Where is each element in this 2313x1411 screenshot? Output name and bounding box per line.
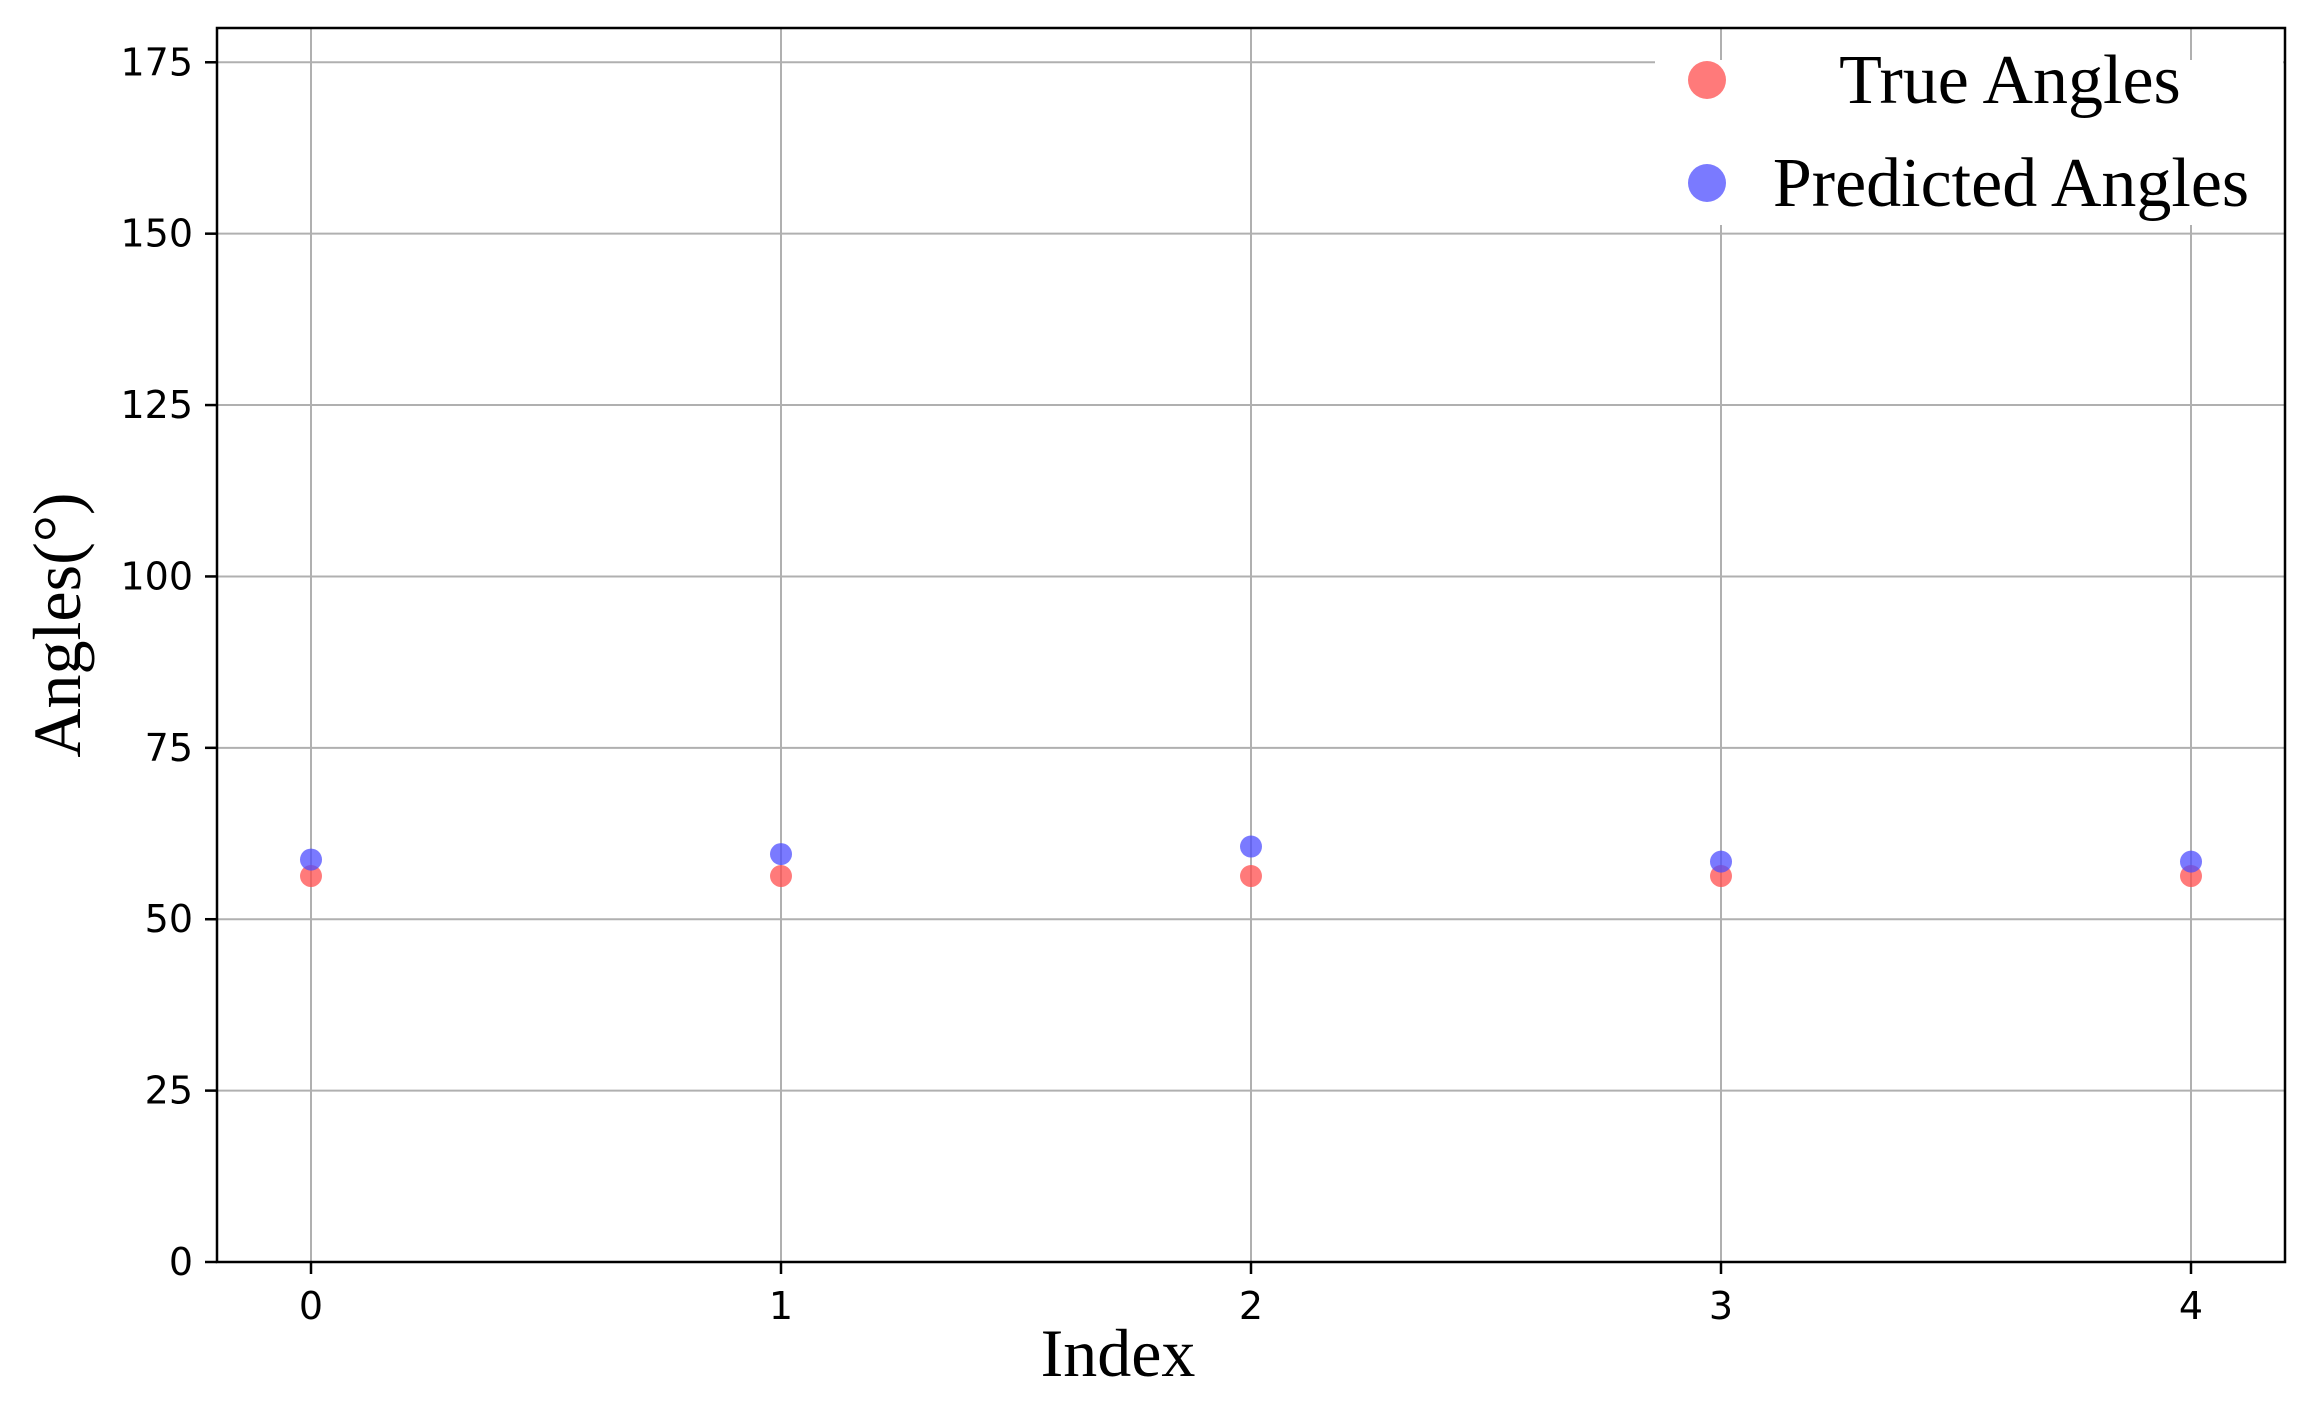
y-tick-label: 25 — [145, 1069, 193, 1113]
x-tick-label: 2 — [1239, 1284, 1263, 1328]
y-axis-label: Angles(°) — [19, 492, 95, 757]
x-tick-label: 4 — [2179, 1284, 2203, 1328]
x-tick-label: 3 — [1709, 1284, 1733, 1328]
data-points — [300, 835, 2202, 888]
true-angle-point — [300, 865, 322, 888]
ticks: 0 1 2 3 4 0 25 50 75 100 125 150 175 — [120, 40, 2203, 1328]
legend-label-predicted: Predicted Angles — [1773, 145, 2249, 222]
predicted-angle-point — [1710, 850, 1732, 873]
y-tick-label: 150 — [120, 212, 193, 256]
true-angle-point — [1240, 865, 1262, 888]
y-tick-label: 175 — [120, 40, 193, 84]
x-tick-label: 1 — [769, 1284, 793, 1328]
y-tick-label: 75 — [145, 726, 193, 770]
predicted-angle-point — [2180, 850, 2202, 873]
x-tick-label: 0 — [299, 1284, 323, 1328]
predicted-angle-point — [1240, 835, 1262, 858]
legend-label-true: True Angles — [1839, 42, 2181, 119]
y-tick-label: 0 — [169, 1240, 193, 1284]
legend-background — [1655, 60, 2283, 225]
legend-marker-predicted — [1688, 164, 1726, 202]
legend-marker-true — [1688, 61, 1726, 99]
y-tick-label: 50 — [145, 897, 193, 941]
predicted-angle-point — [770, 843, 792, 866]
true-angle-point — [770, 865, 792, 888]
predicted-angle-point — [300, 848, 322, 871]
y-tick-label: 100 — [120, 554, 193, 598]
x-axis-label: Index — [1041, 1315, 1196, 1391]
y-tick-label: 125 — [120, 383, 193, 427]
legend: True Angles Predicted Angles — [1655, 42, 2283, 225]
